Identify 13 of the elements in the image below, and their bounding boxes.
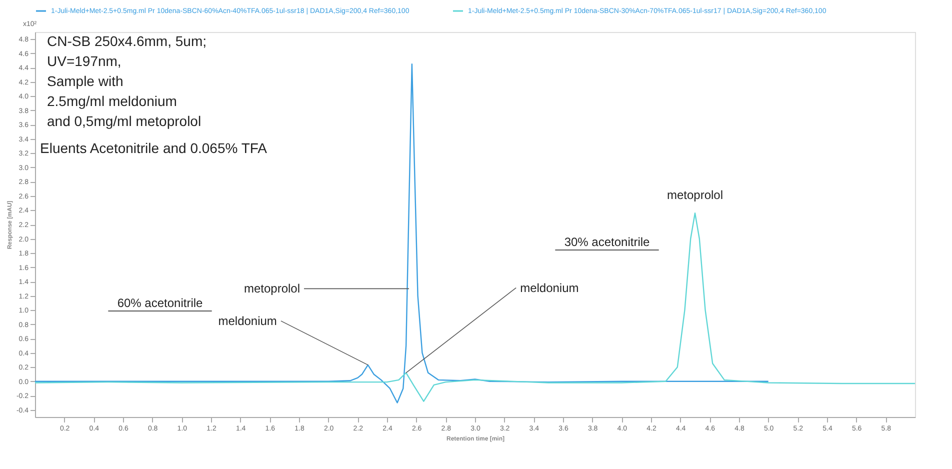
annotation: Eluents Acetonitrile and 0.065% TFA	[40, 140, 268, 156]
annotation: 60% acetonitrile	[117, 296, 204, 310]
annotation: Sample with	[47, 73, 124, 89]
annotation: and 0,5mg/ml metoprolol	[47, 113, 202, 129]
annotation: UV=197nm,	[47, 53, 122, 69]
annotation: 2.5mg/ml meldonium	[47, 93, 177, 109]
annotation: meldonium	[218, 314, 277, 328]
line-series	[34, 212, 916, 402]
annotation: metoprolol	[666, 188, 724, 202]
annotation: 30% acetonitrile	[564, 235, 650, 249]
annotation: metoprolol	[244, 282, 300, 296]
annotation: meldonium	[520, 280, 579, 295]
annotation: CN-SB 250x4.6mm, 5um;	[47, 33, 206, 49]
